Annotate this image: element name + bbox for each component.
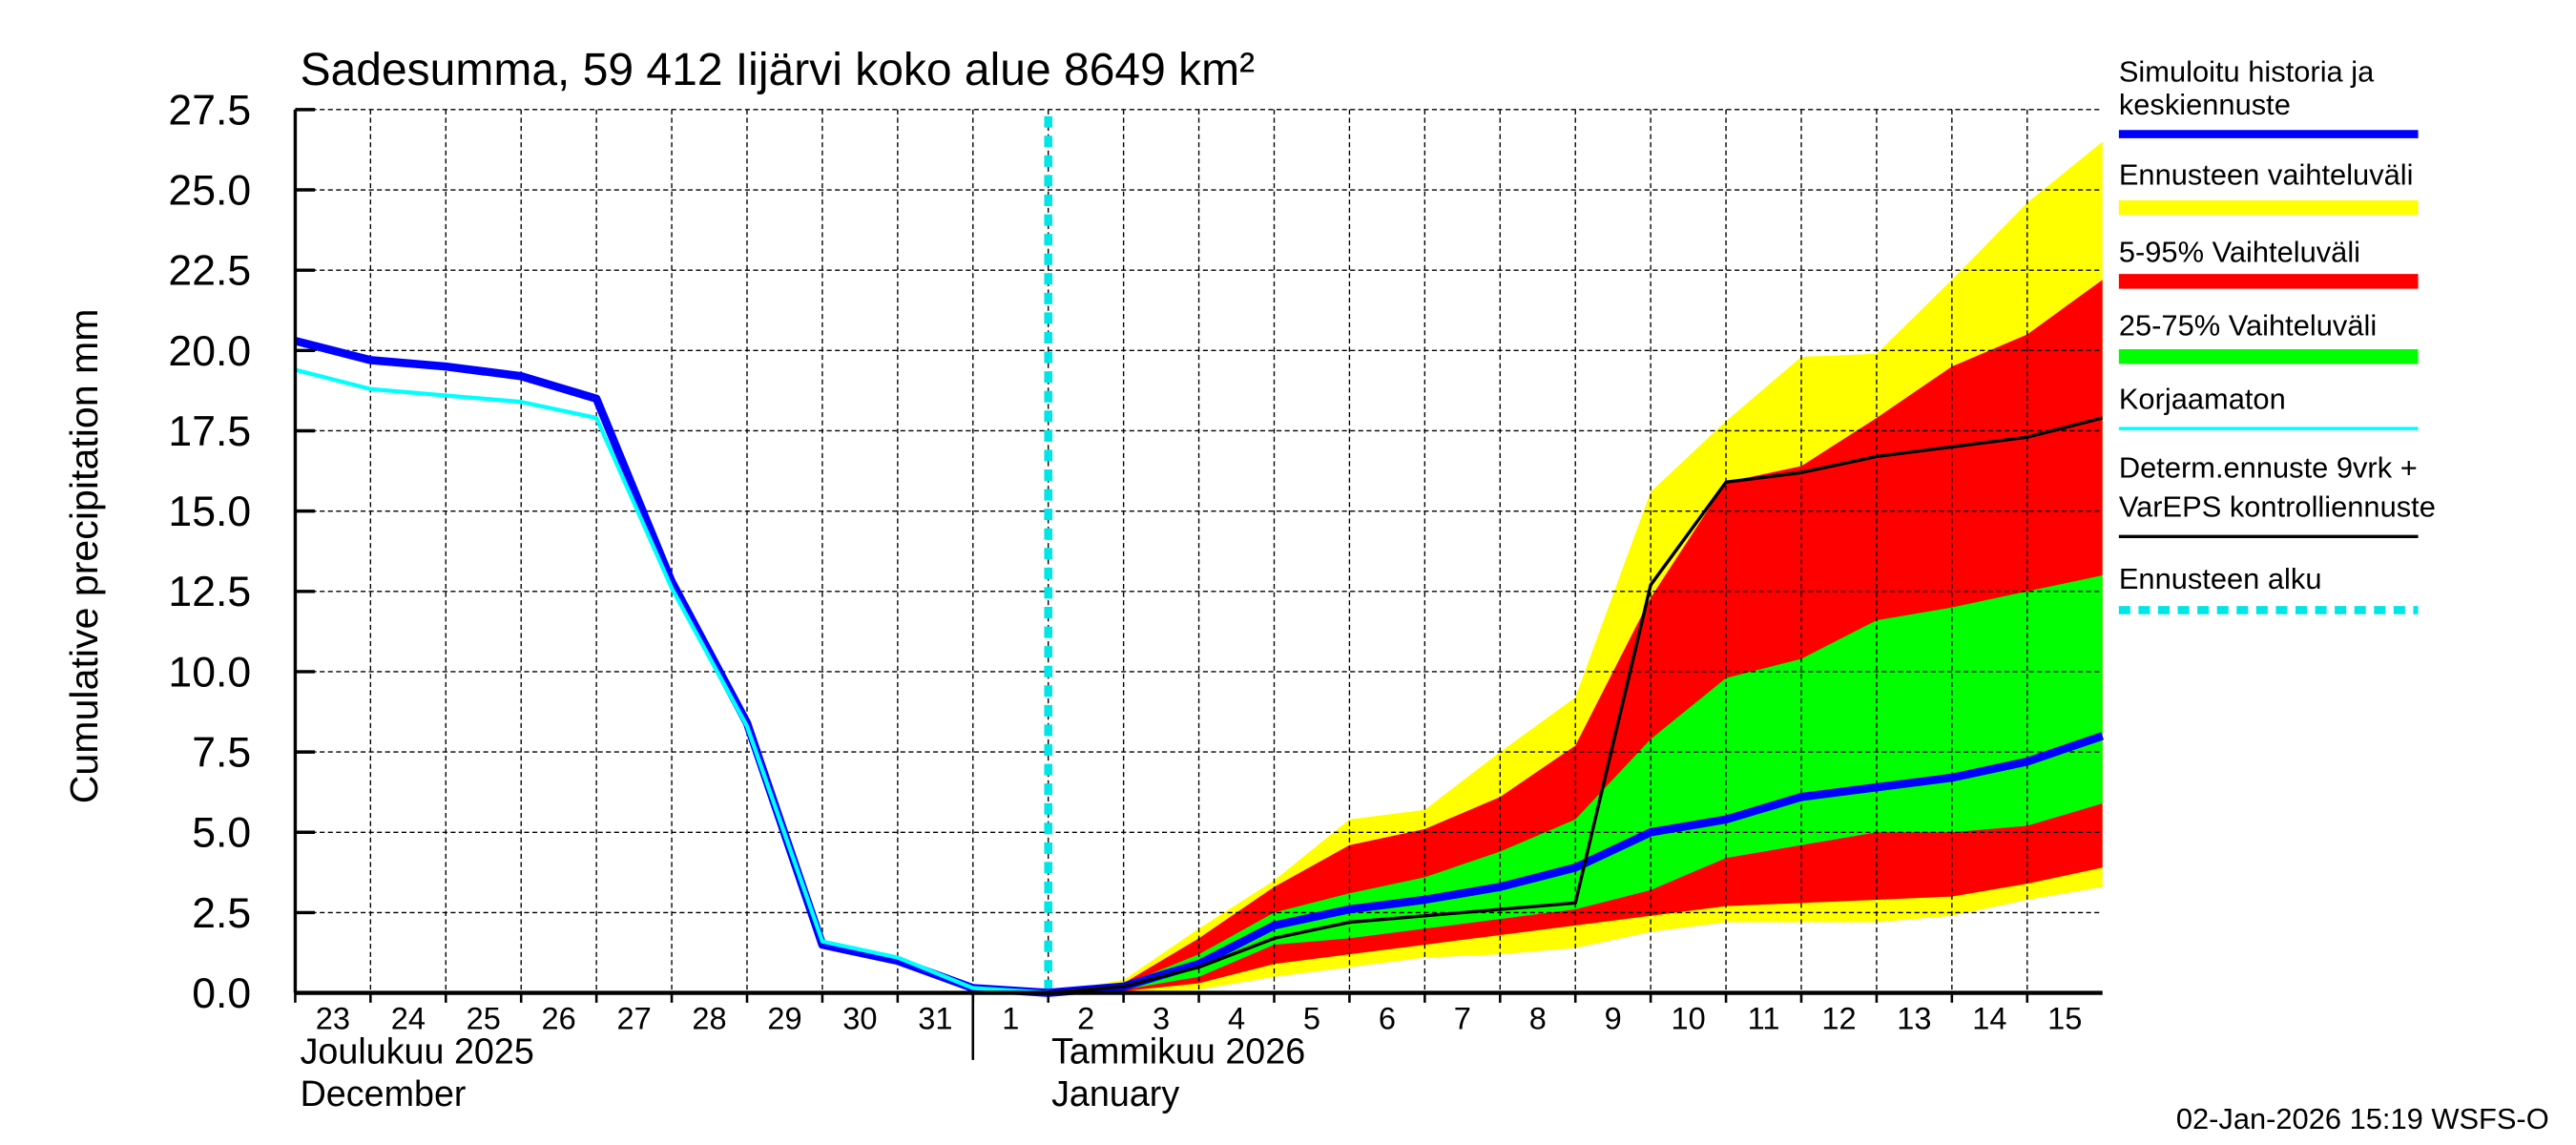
legend-label: 25-75% Vaihteluväli	[2119, 308, 2377, 342]
footer-timestamp: 02-Jan-2026 15:19 WSFS-O	[2176, 1102, 2549, 1135]
x-tick-label: 26	[542, 1001, 576, 1035]
x-tick-label: 14	[1972, 1001, 2006, 1035]
series-line-2	[294, 367, 1049, 995]
y-tick-label: 15.0	[168, 489, 251, 535]
y-tick-label: 7.5	[192, 730, 251, 777]
month-label-en: January	[1051, 1073, 1179, 1114]
x-tick-label: 9	[1605, 1001, 1622, 1035]
x-tick-label: 15	[2047, 1001, 2082, 1035]
legend-label: Ennusteen vaihteluväli	[2119, 158, 2414, 192]
x-tick-label: 25	[467, 1001, 501, 1035]
axes-layer: 0.0 2.5 5.0 7.5 10.0 12.5 15.0 17.5 20.0 22.5 25.0…	[168, 87, 2103, 1114]
x-tick-label: 12	[1821, 1001, 1856, 1035]
series-line-4	[1048, 416, 2104, 995]
x-tick-label: 29	[767, 1001, 801, 1035]
x-tick-label: 28	[692, 1001, 726, 1035]
legend-label: Simuloitu historia ja	[2119, 55, 2375, 89]
month-label-en: December	[301, 1073, 467, 1114]
bands-layer	[1048, 141, 2103, 993]
legend-label: VarEPS kontrolliennuste	[2119, 490, 2436, 524]
x-tick-label: 13	[1897, 1001, 1931, 1035]
series-line-3	[1048, 732, 2105, 997]
legend-label: 5-95% Vaihteluväli	[2119, 235, 2360, 268]
x-tick-label: 2	[1077, 1001, 1094, 1035]
x-tick-label: 10	[1671, 1001, 1705, 1035]
x-tick-label: 27	[616, 1001, 651, 1035]
x-tick-label: 3	[1153, 1001, 1170, 1035]
x-tick-label: 1	[1002, 1001, 1019, 1035]
y-tick-label: 0.0	[192, 970, 251, 1017]
x-tick-label: 8	[1529, 1001, 1547, 1035]
y-tick-label: 22.5	[168, 248, 251, 295]
x-tick-label: 4	[1228, 1001, 1245, 1035]
y-tick-label: 10.0	[168, 649, 251, 696]
band-3	[1048, 574, 2103, 993]
x-tick-label: 24	[391, 1001, 426, 1035]
legend-label: Determ.ennuste 9vrk +	[2119, 451, 2418, 485]
x-tick-label: 30	[842, 1001, 877, 1035]
x-tick-label: 5	[1303, 1001, 1320, 1035]
x-tick-label: 23	[316, 1001, 350, 1035]
y-tick-label: 5.0	[192, 810, 251, 857]
x-tick-label: 7	[1454, 1001, 1471, 1035]
chart-title: Sadesumma, 59 412 Iijärvi koko alue 8649…	[301, 45, 1256, 95]
y-tick-label: 12.5	[168, 569, 251, 615]
month-label-fi: Tammikuu 2026	[1051, 1030, 1305, 1071]
legend-label: Ennusteen alku	[2119, 562, 2322, 595]
y-tick-label: 17.5	[168, 408, 251, 455]
y-tick-label: 27.5	[168, 87, 251, 134]
y-tick-label: 25.0	[168, 167, 251, 214]
y-axis-label: Cumulative precipitation mm	[62, 308, 106, 803]
x-tick-label: 11	[1748, 1001, 1780, 1035]
lines-layer	[294, 115, 2105, 997]
x-tick-label: 31	[918, 1001, 952, 1035]
month-label-fi: Joulukuu 2025	[301, 1030, 534, 1071]
y-tick-label: 2.5	[192, 890, 251, 937]
legend-label: Korjaamaton	[2119, 383, 2286, 416]
x-tick-label: 6	[1379, 1001, 1396, 1035]
legend-label: keskiennuste	[2119, 88, 2291, 121]
y-tick-label: 20.0	[168, 328, 251, 375]
